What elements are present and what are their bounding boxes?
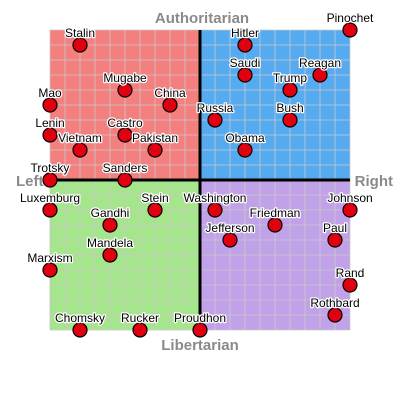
data-point xyxy=(342,202,358,218)
data-point xyxy=(282,82,298,98)
data-point-label: Rucker xyxy=(121,311,159,325)
data-point-label: Mugabe xyxy=(103,71,147,85)
data-point xyxy=(42,97,58,113)
data-point xyxy=(147,202,163,218)
data-point xyxy=(192,322,208,338)
data-point-label: Stalin xyxy=(65,26,95,40)
data-point-label: Mandela xyxy=(87,236,133,250)
data-point-label: Trump xyxy=(273,71,308,85)
data-point-label: Washington xyxy=(184,191,247,205)
data-point xyxy=(117,127,133,143)
data-point xyxy=(72,322,88,338)
data-point-label: Rothbard xyxy=(310,296,359,310)
data-point xyxy=(132,322,148,338)
data-point-label: Chomsky xyxy=(55,311,105,325)
data-point-label: China xyxy=(154,86,186,100)
data-point-label: Friedman xyxy=(250,206,301,220)
axis-label-left: Left xyxy=(16,173,44,190)
axis-label-bottom: Libertarian xyxy=(161,337,239,354)
data-point-label: Marxism xyxy=(27,251,72,265)
data-point xyxy=(237,142,253,158)
data-point-label: Trotsky xyxy=(31,161,70,175)
data-point-label: Obama xyxy=(225,131,265,145)
data-point xyxy=(267,217,283,233)
data-point xyxy=(42,262,58,278)
data-point xyxy=(147,142,163,158)
data-point-label: Paul xyxy=(323,221,347,235)
data-point-label: Proudhon xyxy=(174,311,226,325)
data-point xyxy=(207,202,223,218)
data-point xyxy=(162,97,178,113)
data-point-label: Luxemburg xyxy=(20,191,80,205)
data-point-label: Pinochet xyxy=(327,11,374,25)
data-point xyxy=(312,67,328,83)
data-point xyxy=(222,232,238,248)
data-point-label: Mao xyxy=(38,86,62,100)
data-point xyxy=(327,232,343,248)
data-point xyxy=(207,112,223,128)
data-point xyxy=(42,202,58,218)
data-point-label: Rand xyxy=(336,266,365,280)
data-point-label: Johnson xyxy=(327,191,372,205)
data-point-label: Bush xyxy=(276,101,303,115)
data-point xyxy=(237,67,253,83)
data-point xyxy=(237,37,253,53)
axis-label-top: Authoritarian xyxy=(155,10,249,27)
data-point xyxy=(342,22,358,38)
data-point xyxy=(72,37,88,53)
data-point xyxy=(42,172,58,188)
axis-label-right: Right xyxy=(355,173,393,190)
data-point-label: Castro xyxy=(107,116,143,130)
data-point xyxy=(117,82,133,98)
data-point-label: Pakistan xyxy=(132,131,178,145)
data-point-label: Sanders xyxy=(103,161,148,175)
data-point xyxy=(102,247,118,263)
data-point-label: Saudi xyxy=(230,56,261,70)
data-point xyxy=(72,142,88,158)
data-point-label: Hitler xyxy=(231,26,259,40)
data-point-label: Stein xyxy=(141,191,168,205)
data-point-label: Reagan xyxy=(299,56,341,70)
data-points: Stalin Hitler Pinochet Mugabe Saudi TrumpReag… xyxy=(19,10,375,338)
data-point-label: Jefferson xyxy=(205,221,254,235)
data-point xyxy=(327,307,343,323)
data-point-label: Gandhi xyxy=(91,206,130,220)
data-point-label: Lenin xyxy=(35,116,64,130)
data-point xyxy=(342,277,358,293)
data-point xyxy=(42,127,58,143)
data-point-label: Vietnam xyxy=(58,131,102,145)
data-point xyxy=(102,217,118,233)
data-point xyxy=(282,112,298,128)
data-point-label: Russia xyxy=(197,101,234,115)
data-point xyxy=(117,172,133,188)
